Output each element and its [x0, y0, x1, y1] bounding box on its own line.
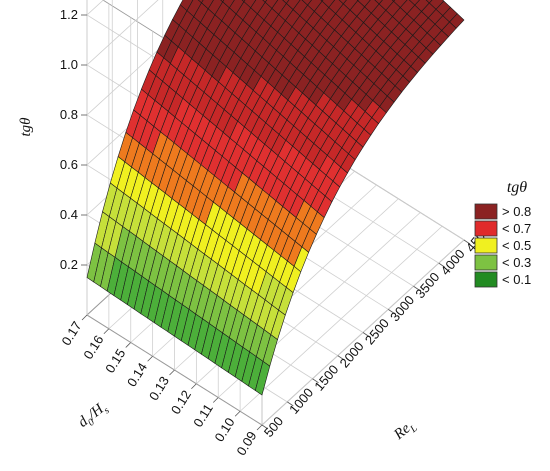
y-tick-label: 0.15: [102, 346, 128, 375]
z-axis-ticks: 0.2 0.4 0.6 0.8 1.0 1.2: [60, 7, 87, 272]
legend-label: < 0.7: [502, 221, 531, 236]
legend-label: > 0.8: [502, 204, 531, 219]
legend-swatch: [474, 271, 498, 288]
surface-mesh: [86, 0, 465, 396]
y-tick-label: 0.09: [233, 429, 259, 458]
surface-cell: [374, 0, 383, 5]
x-tick-mark: [261, 424, 269, 430]
x-tick-label: 1500: [311, 362, 341, 394]
y-tick-label: 0.17: [58, 319, 84, 348]
x-tick-mark: [287, 401, 294, 407]
y-tick-mark: [81, 314, 88, 321]
x-tick-mark: [388, 309, 395, 314]
y-tick-mark: [256, 424, 263, 431]
legend: tgθ > 0.8 < 0.7 < 0.5 < 0.3 < 0.1: [474, 179, 531, 288]
y-tick-mark: [234, 410, 241, 417]
y-tick-label: 0.12: [168, 387, 194, 416]
legend-swatch: [474, 203, 498, 220]
x-tick-label: 500: [261, 414, 286, 440]
x-tick-label: 3000: [387, 293, 417, 325]
y-tick-mark: [103, 328, 110, 335]
z-tick-label: 0.6: [60, 157, 78, 172]
z-tick-label: 0.8: [60, 107, 78, 122]
x-tick-label: 2500: [362, 316, 392, 348]
surface-cell: [282, 0, 290, 4]
legend-label: < 0.3: [502, 255, 531, 270]
y-tick-label: 0.11: [190, 401, 216, 430]
legend-swatch: [474, 220, 498, 237]
legend-title: tgθ: [507, 179, 527, 196]
y-axis-title: d0/Hs: [75, 399, 112, 433]
x-tick-label: 3500: [412, 269, 442, 301]
y-tick-label: 0.10: [212, 415, 238, 444]
z-tick-label: 1.0: [60, 57, 78, 72]
z-tick-label: 0.2: [60, 257, 78, 272]
y-tick-mark: [125, 342, 132, 348]
y-tick-mark: [191, 383, 197, 390]
legend-label: < 0.1: [502, 272, 531, 287]
legend-label: < 0.5: [502, 238, 531, 253]
y-tick-label: 0.14: [124, 360, 150, 389]
surface-cell: [338, 0, 347, 5]
x-tick-label: 4000: [438, 246, 468, 278]
y-axis-ticks: 0.090.100.110.120.130.140.150.160.17: [58, 314, 263, 458]
z-tick-label: 1.2: [60, 7, 78, 22]
y-tick-mark: [147, 355, 153, 362]
x-axis-title: ReL: [390, 417, 420, 446]
legend-swatch: [474, 254, 498, 271]
x-tick-mark: [438, 262, 445, 268]
legend-swatch: [474, 237, 498, 254]
floor-gridline: [239, 225, 443, 412]
z-axis-title: tgθ: [18, 117, 34, 137]
x-tick-mark: [362, 332, 370, 337]
x-tick-mark: [413, 285, 420, 291]
x-tick-label: 1000: [286, 385, 316, 417]
x-tick-mark: [312, 378, 319, 384]
z-tick-label: 0.4: [60, 207, 78, 222]
y-tick-label: 0.13: [146, 374, 172, 403]
x-tick-mark: [337, 355, 344, 360]
y-tick-mark: [169, 369, 175, 376]
y-tick-mark: [212, 397, 219, 403]
surface-cell: [254, 360, 271, 396]
y-tick-label: 0.16: [80, 332, 106, 361]
x-tick-label: 2000: [337, 339, 367, 371]
x-tick-mark: [463, 239, 471, 245]
surface-cell: [425, 0, 433, 4]
